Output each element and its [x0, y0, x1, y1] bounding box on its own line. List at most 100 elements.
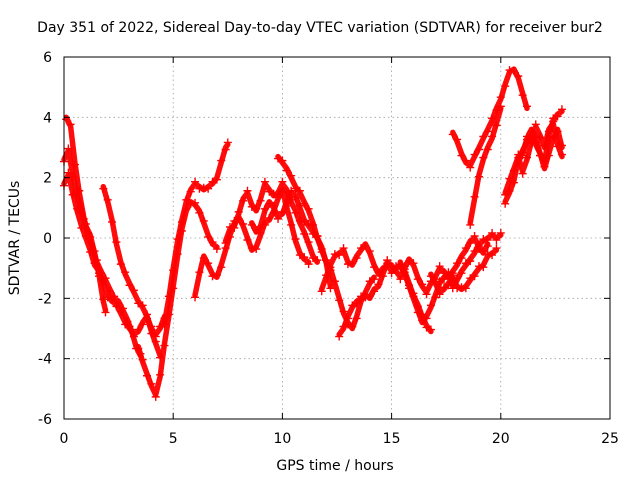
data-point [457, 151, 466, 160]
data-point [326, 284, 335, 293]
data-point [66, 120, 75, 129]
data-point [256, 196, 265, 205]
data-point [483, 145, 492, 154]
data-point [330, 277, 339, 286]
data-point [444, 281, 453, 290]
data-point [527, 127, 536, 136]
data-point [400, 268, 409, 277]
y-tick-label: 6 [43, 50, 52, 66]
data-point [278, 177, 287, 186]
data-point [426, 325, 435, 334]
data-point [304, 260, 313, 269]
data-point [492, 236, 501, 244]
data-point [278, 156, 287, 165]
data-point [426, 301, 435, 310]
series-track-15 [448, 66, 532, 172]
data-point [413, 275, 422, 284]
data-point [243, 186, 252, 195]
data-point [335, 296, 344, 305]
data-point [361, 293, 370, 302]
data-point [138, 320, 147, 329]
data-point [147, 379, 156, 388]
data-point [108, 217, 117, 226]
data-point [374, 280, 383, 289]
series-track-3 [60, 168, 165, 362]
series-track-12 [335, 232, 492, 341]
data-point [282, 166, 291, 175]
data-point [230, 223, 239, 232]
data-point [348, 259, 357, 268]
data-point [501, 199, 510, 208]
data-point [527, 139, 536, 148]
data-point [101, 308, 110, 317]
data-point [448, 271, 457, 280]
data-point [160, 341, 169, 350]
data-point [121, 268, 130, 277]
data-point [177, 217, 186, 226]
data-point [247, 244, 256, 253]
data-point [396, 275, 405, 284]
data-point [239, 219, 248, 228]
data-point [151, 392, 160, 401]
data-point [343, 260, 352, 269]
data-point [457, 283, 466, 292]
axis-ticks: 0 5 10 15 20 25 -6 -4 -2 0 2 4 6 [38, 50, 619, 447]
data-point [431, 293, 440, 302]
series-track-8 [221, 177, 322, 265]
x-tick-label: 5 [169, 431, 178, 447]
data-point [217, 263, 226, 272]
data-point [496, 102, 505, 111]
data-point [138, 355, 147, 364]
data-point [361, 242, 370, 251]
data-point [357, 292, 366, 301]
data-point [466, 220, 475, 229]
data-point [405, 284, 414, 293]
data-point [274, 214, 283, 223]
data-point [282, 199, 291, 208]
data-point [370, 263, 379, 272]
data-point [295, 201, 304, 210]
data-point [99, 295, 108, 304]
data-point [549, 117, 558, 126]
data-point [212, 245, 221, 254]
data-point [479, 153, 488, 162]
data-point [501, 82, 510, 91]
data-marks [60, 66, 566, 401]
data-point [256, 223, 265, 232]
data-point [348, 322, 357, 331]
series-trace [222, 180, 321, 265]
data-point [81, 232, 90, 240]
data-point [470, 247, 479, 256]
data-point [453, 284, 462, 293]
data-point [116, 260, 125, 269]
y-tick-label: -6 [38, 412, 52, 428]
data-point [540, 162, 549, 171]
data-point [129, 286, 138, 295]
data-point [134, 344, 143, 353]
data-point [461, 259, 470, 268]
data-point [474, 145, 483, 154]
data-point [308, 254, 317, 263]
series-track-4 [99, 183, 169, 341]
data-point [269, 201, 278, 210]
data-point [99, 184, 108, 193]
data-point [212, 271, 221, 280]
data-point [501, 190, 510, 199]
data-point [112, 238, 121, 247]
data-point [252, 204, 261, 213]
series-track-14 [426, 244, 501, 299]
x-tick-label: 10 [273, 431, 291, 447]
data-point [440, 283, 449, 292]
data-point [313, 256, 322, 265]
data-point [243, 236, 252, 244]
x-tick-label: 25 [601, 431, 619, 447]
data-point [544, 127, 553, 136]
data-point [304, 204, 313, 213]
data-point [357, 244, 366, 253]
data-point [156, 370, 165, 379]
data-point [514, 72, 523, 81]
data-point [86, 248, 95, 257]
data-point [523, 102, 532, 111]
data-point [365, 292, 374, 301]
data-point [221, 239, 230, 248]
